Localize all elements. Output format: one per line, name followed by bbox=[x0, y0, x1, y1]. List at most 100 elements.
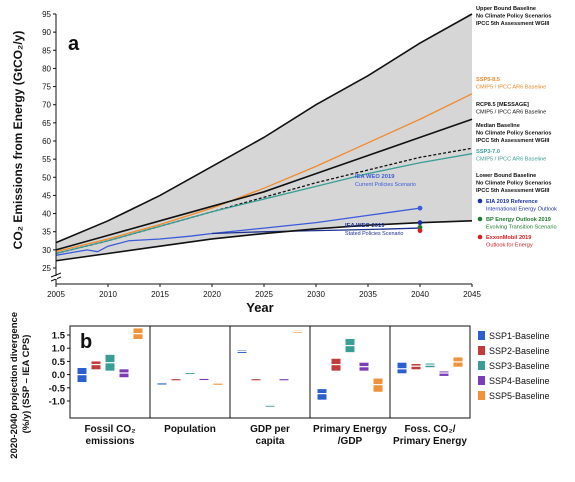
annotation-2-line-1: IEA WEO 2019 bbox=[345, 223, 385, 229]
y-tick-label: 1.5 bbox=[52, 331, 66, 342]
legend-entry-7-line-1: EIA 2019 Reference bbox=[486, 199, 538, 205]
y-tick-label: 85 bbox=[42, 46, 51, 55]
group-label-4-line-2: /GDP bbox=[338, 436, 363, 447]
panel-a-y-axis-label: CO₂ Emissions from Energy (GtCO₂/y) bbox=[11, 31, 25, 250]
group-label-2-line-1: Population bbox=[164, 424, 216, 435]
legend-entry-7-line-2: International Energy Outlook bbox=[486, 207, 557, 213]
legend-entry-6-line-3: IPCC 5th Assessment WGIII bbox=[476, 188, 550, 194]
y-tick-label: 80 bbox=[42, 64, 51, 73]
legend-marker-8 bbox=[477, 216, 483, 222]
annotation-1-line-1: IEA WEO 2019 bbox=[355, 174, 395, 180]
point-eia-2019-reference bbox=[417, 220, 423, 226]
legend-entry-2-line-1: SSP5-8.5 bbox=[476, 77, 500, 83]
group-label-4-line-1: Primary Energy bbox=[313, 424, 387, 435]
box-ssp2-baseline-3 bbox=[251, 378, 261, 381]
series-line-historical bbox=[55, 232, 213, 256]
series-line-rcp8-5-message- bbox=[55, 118, 473, 251]
y-tick-label: 50 bbox=[42, 173, 51, 182]
y-tick-label: 35 bbox=[42, 228, 51, 237]
legend-entry-5-line-1: SSP3-7.0 bbox=[476, 149, 500, 155]
legend-label-1: SSP1-Baseline bbox=[489, 331, 550, 341]
legend-entry-3-line-2: CMIP5 / IPCC AR6 Baseline bbox=[476, 110, 546, 116]
legend-marker-9 bbox=[477, 234, 483, 240]
svg-text:2020-2040 projection divergenc: 2020-2040 projection divergence (%/y) (S… bbox=[9, 309, 32, 458]
box-ssp5-baseline-2 bbox=[213, 382, 223, 385]
y-tick-label: 45 bbox=[42, 191, 51, 200]
legend-entry-5-line-2: CMIP5 / IPCC AR6 Baseline bbox=[476, 157, 546, 163]
y-tick-label: 70 bbox=[42, 101, 51, 110]
x-tick-label: 2010 bbox=[99, 290, 117, 299]
group-label-3-line-2: capita bbox=[256, 436, 285, 447]
legend-entry-6-line-1: Lower Bound Baseline bbox=[476, 173, 536, 179]
panel-a-label: a bbox=[68, 33, 80, 55]
y-tick-label: 1.0 bbox=[52, 344, 65, 355]
group-label-5-line-1: Foss. CO₂/ bbox=[404, 424, 455, 435]
series-line-upper-bound-baseline bbox=[55, 13, 473, 244]
y-tick-label: 65 bbox=[42, 119, 51, 128]
legend-swatch-3 bbox=[478, 361, 485, 370]
legend-swatch-2 bbox=[478, 346, 485, 355]
box-ssp4-baseline-2 bbox=[199, 378, 209, 381]
legend-entry-8-line-1: BP Energy Outlook 2019 bbox=[486, 217, 551, 223]
panel-b-label: b bbox=[80, 331, 92, 353]
x-tick-label: 2035 bbox=[359, 290, 377, 299]
y-tick-label: 60 bbox=[42, 137, 51, 146]
y-tick-label: -0.5 bbox=[49, 383, 66, 394]
y-tick-label: -1.0 bbox=[49, 397, 65, 408]
group-label-1-line-1: Fossil CO₂ bbox=[84, 424, 135, 435]
legend-entry-4-line-3: IPCC 5th Assessment WGIII bbox=[476, 138, 550, 144]
legend-entry-9-line-2: Outlook for Energy bbox=[486, 243, 533, 249]
legend-entry-4-line-1: Median Baseline bbox=[476, 123, 520, 129]
y-tick-label: 95 bbox=[42, 10, 51, 19]
y-tick-label: 0.5 bbox=[52, 357, 66, 368]
series-line-ssp3-7-0 bbox=[55, 153, 473, 255]
group-label-3-line-1: GDP per bbox=[250, 424, 290, 435]
box-ssp2-baseline-1 bbox=[91, 361, 101, 370]
panel-b-y-axis-label-line-1: 2020-2040 projection divergence bbox=[9, 312, 20, 459]
legend-swatch-5 bbox=[478, 391, 485, 400]
point-exxonmobil-2019 bbox=[417, 228, 423, 234]
legend-label-4: SSP4-Baseline bbox=[489, 376, 550, 386]
series-line-iea-weo-2019-current-policies-scenario bbox=[211, 207, 421, 235]
x-tick-label: 2015 bbox=[151, 290, 169, 299]
legend-entry-6-line-2: No Climate Policy Scenarios bbox=[476, 181, 552, 187]
legend-swatch-1 bbox=[478, 331, 485, 340]
panel-b-y-axis-label-line-2: (%/y) (SSP – IEA CPS) bbox=[21, 335, 32, 434]
legend-entry-1-line-3: IPCC 5th Assessment WGIII bbox=[476, 21, 550, 27]
legend-entry-3-line-1: RCP8.5 [MESSAGE] bbox=[476, 102, 529, 108]
x-tick-label: 2040 bbox=[411, 290, 429, 299]
box-ssp4-baseline-3 bbox=[279, 378, 289, 381]
y-tick-label: 0.0 bbox=[52, 370, 65, 381]
box-ssp1-baseline-2 bbox=[157, 382, 167, 385]
y-tick-label: 40 bbox=[42, 210, 51, 219]
panel-a-x-axis-label: Year bbox=[246, 300, 273, 315]
y-tick-label: 90 bbox=[42, 28, 51, 37]
annotation-2-line-2: Stated Policies Scenario bbox=[345, 231, 403, 237]
group-label-1-line-2: emissions bbox=[86, 436, 135, 447]
series-line-lower-bound-baseline bbox=[55, 220, 473, 262]
group-label-5-line-2: Primary Energy bbox=[393, 436, 467, 447]
series-line-iea-weo-2019-stated-policies-scenario bbox=[211, 227, 421, 235]
x-tick-label: 2020 bbox=[203, 290, 221, 299]
legend-entry-2-line-2: CMIP5 / IPCC AR6 Baseline bbox=[476, 85, 546, 91]
box-ssp1-baseline-5 bbox=[397, 362, 407, 374]
panel-b: b 2020-2040 projection divergence (%/y) … bbox=[9, 309, 550, 459]
y-tick-label: 30 bbox=[42, 246, 51, 255]
legend-marker-7 bbox=[477, 198, 483, 204]
x-tick-label: 2045 bbox=[463, 290, 481, 299]
series-line-ssp5-8-5 bbox=[55, 93, 473, 253]
legend-entry-1-line-2: No Climate Policy Scenarios bbox=[476, 14, 552, 20]
x-tick-label: 2025 bbox=[255, 290, 273, 299]
legend-swatch-4 bbox=[478, 376, 485, 385]
legend-label-2: SSP2-Baseline bbox=[489, 346, 550, 356]
box-ssp2-baseline-2 bbox=[171, 378, 181, 381]
point-iea-cps-2040 bbox=[417, 205, 423, 211]
panel-b-frame bbox=[69, 325, 471, 419]
box-ssp1-baseline-4 bbox=[317, 389, 327, 400]
legend-entry-4-line-2: No Climate Policy Scenarios bbox=[476, 131, 552, 137]
axis-break-gap bbox=[55, 276, 57, 279]
legend-entry-8-line-2: Evolving Transition Scenario bbox=[486, 225, 557, 231]
y-tick-label: 55 bbox=[42, 155, 51, 164]
panel-a: a CO₂ Emissions from Energy (GtCO₂/y) Ye… bbox=[11, 6, 557, 315]
